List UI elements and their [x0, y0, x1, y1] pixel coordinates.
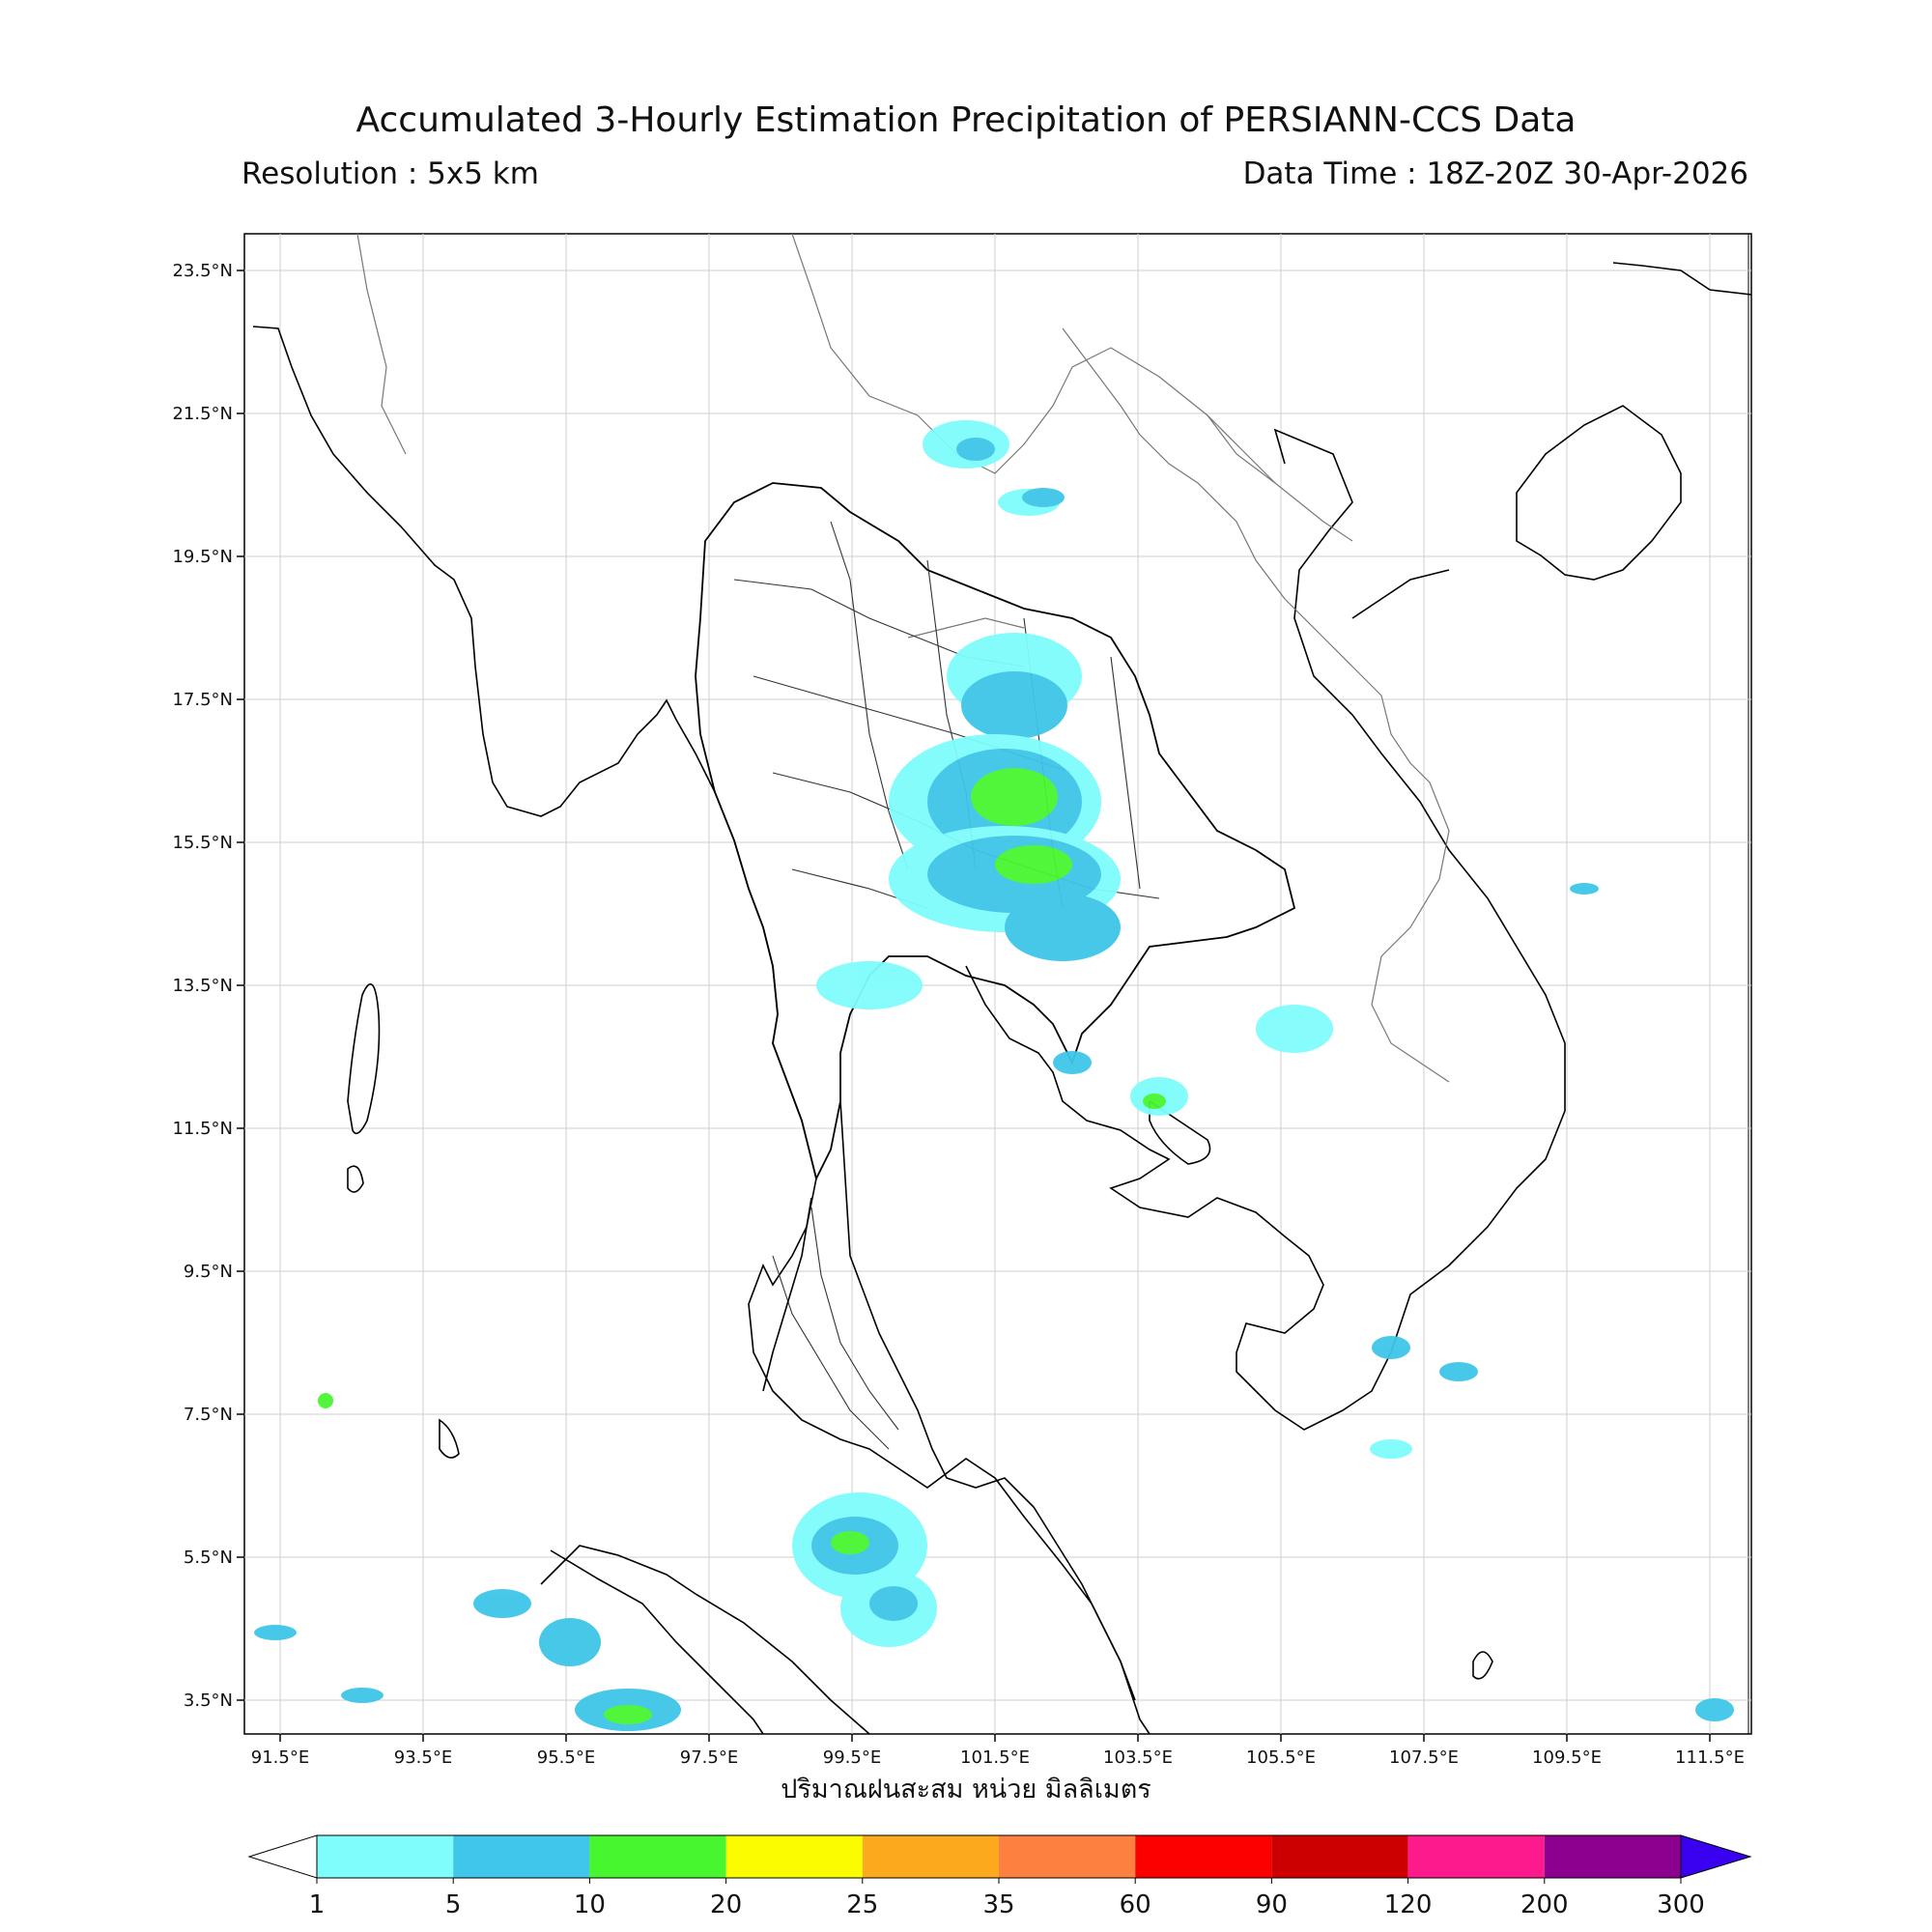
precip-area	[254, 1625, 297, 1640]
lat-tick-label: 15.5°N	[172, 833, 233, 853]
colorbar-tick-label: 10	[574, 1890, 606, 1919]
longitude-axis: 91.5°E 93.5°E 95.5°E 97.5°E 99.5°E 101.5°E 103…	[251, 1734, 1745, 1768]
lon-tick-label: 105.5°E	[1246, 1747, 1316, 1768]
lon-tick-label: 107.5°E	[1389, 1747, 1459, 1768]
lon-tick-label: 109.5°E	[1532, 1747, 1602, 1768]
colorbar-tick-label: 60	[1120, 1890, 1151, 1919]
colorbar-segment	[453, 1835, 590, 1878]
colorbar-segment	[1135, 1835, 1272, 1878]
lat-tick-label: 13.5°N	[172, 976, 233, 996]
colorbar-tick-label: 5	[445, 1890, 462, 1919]
precip-area	[1256, 1005, 1333, 1053]
thai-south-peninsula	[762, 1100, 1136, 1701]
precip-area	[1695, 1698, 1734, 1721]
colorbar-unit-label: ปริมาณฝนสะสม หน่วย มิลลิเมตร	[781, 1775, 1151, 1804]
precip-area	[1439, 1362, 1478, 1381]
borders	[356, 233, 1450, 1083]
lon-tick-label: 111.5°E	[1675, 1747, 1745, 1768]
lat-tick-label: 19.5°N	[172, 547, 233, 567]
precip-area	[1370, 1439, 1412, 1459]
lat-tick-label: 21.5°N	[172, 404, 233, 424]
lon-tick-label: 99.5°E	[823, 1747, 881, 1768]
precip-area	[1372, 1336, 1410, 1359]
precipitation-overlay	[254, 420, 1734, 1731]
precip-area	[341, 1688, 384, 1703]
precip-area	[539, 1618, 601, 1666]
precip-area	[995, 845, 1072, 884]
colorbar-segment	[1407, 1835, 1545, 1878]
precip-area	[1570, 883, 1599, 895]
colorbar-segment	[999, 1835, 1136, 1878]
lon-tick-label: 91.5°E	[251, 1747, 309, 1768]
colorbar-segment	[317, 1835, 454, 1878]
colorbar-tick-label: 20	[710, 1890, 742, 1919]
lat-tick-label: 9.5°N	[184, 1262, 233, 1282]
map-frame	[243, 233, 1752, 1735]
colorbar-segment	[1271, 1835, 1408, 1878]
lat-tick-label: 3.5°N	[184, 1690, 233, 1711]
precip-area	[961, 671, 1067, 739]
map-title: Accumulated 3-Hourly Estimation Precipit…	[355, 100, 1577, 140]
lat-tick-label: 7.5°N	[184, 1405, 233, 1425]
precip-area	[869, 1586, 918, 1621]
colorbar-tick-label: 25	[846, 1890, 878, 1919]
lon-tick-label: 103.5°E	[1103, 1747, 1173, 1768]
colorbar: 1 5 10 20 25 35 60 90 120 200 300	[247, 1834, 1752, 1919]
colorbar-segment	[725, 1835, 863, 1878]
gridlines	[244, 234, 1751, 1734]
colorbar-under-arrow	[247, 1834, 318, 1879]
colorbar-tick-label: 1	[309, 1890, 326, 1919]
colorbar-segment	[1544, 1835, 1681, 1878]
colorbar-tick-label: 300	[1657, 1890, 1705, 1919]
colorbar-segment	[862, 1835, 999, 1878]
resolution-label: Resolution : 5x5 km	[242, 156, 539, 191]
lon-tick-label: 97.5°E	[680, 1747, 738, 1768]
lat-tick-label: 23.5°N	[172, 261, 233, 281]
lat-tick-label: 17.5°N	[172, 690, 233, 710]
colorbar-tick-label: 35	[982, 1890, 1014, 1919]
precip-area	[1005, 894, 1121, 961]
lat-tick-label: 11.5°N	[172, 1119, 233, 1139]
precip-area	[318, 1393, 333, 1408]
precip-area	[1022, 488, 1065, 507]
precip-area	[971, 768, 1058, 826]
lon-tick-label: 95.5°E	[537, 1747, 595, 1768]
precip-area	[604, 1705, 652, 1724]
data-time-label: Data Time : 18Z-20Z 30-Apr-2026	[1242, 156, 1748, 191]
lon-tick-label: 93.5°E	[394, 1747, 452, 1768]
lon-tick-label: 101.5°E	[960, 1747, 1030, 1768]
precip-area	[1053, 1051, 1092, 1074]
precip-area	[1143, 1094, 1166, 1109]
precip-area	[831, 1531, 869, 1554]
colorbar-tick-label: 120	[1384, 1890, 1433, 1919]
colorbar-tick-label: 90	[1256, 1890, 1288, 1919]
colorbar-segment	[589, 1835, 726, 1878]
precip-area	[816, 961, 923, 1009]
precip-area	[956, 438, 995, 461]
precip-area	[473, 1589, 531, 1618]
lat-tick-label: 5.5°N	[184, 1548, 233, 1568]
colorbar-tick-label: 200	[1520, 1890, 1569, 1919]
colorbar-over-arrow	[1680, 1834, 1752, 1879]
latitude-axis: 23.5°N 21.5°N 19.5°N 17.5°N 15.5°N 13.5°N 11.5…	[172, 261, 244, 1711]
